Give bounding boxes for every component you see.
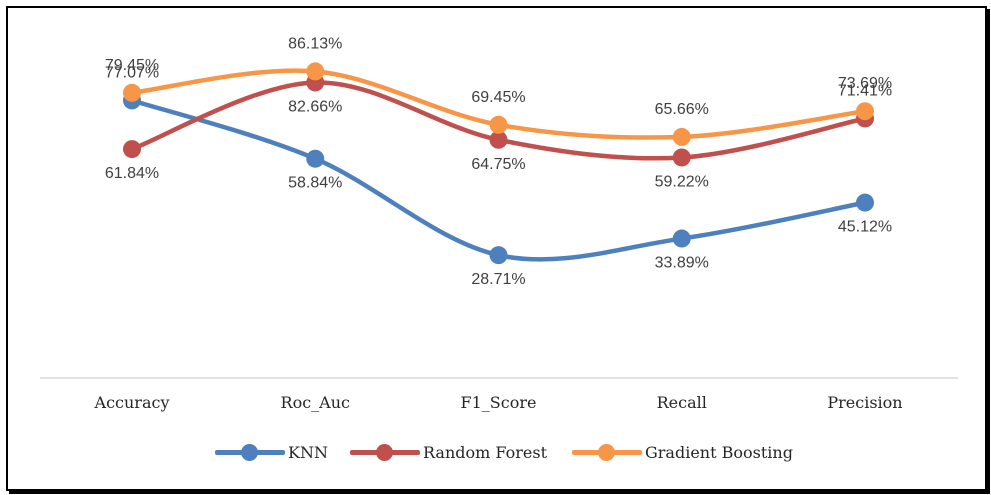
data-label-random-forest: 61.84% <box>105 165 159 182</box>
point-random-forest-accuracy <box>123 140 141 159</box>
data-label-knn: 28.71% <box>471 271 525 288</box>
legend-marker <box>376 444 393 461</box>
category-label-precision: Precision <box>827 393 902 412</box>
category-label-f1-score: F1_Score <box>461 393 537 412</box>
data-label-gradient-boosting: 86.13% <box>288 35 342 52</box>
point-gradient-boosting-f1-score <box>489 115 508 134</box>
data-label-knn: 33.89% <box>655 255 709 272</box>
point-gradient-boosting-recall <box>672 127 691 146</box>
data-label-knn: 58.84% <box>288 175 342 192</box>
legend-swatch-random-forest <box>350 435 420 469</box>
legend-label-random-forest: Random Forest <box>423 442 548 462</box>
legend-swatch-gradient-boosting <box>572 435 642 469</box>
data-labels: 77.07% 58.84% 28.71% 33.89% 45.12% 61.84% 82.6… <box>105 35 892 288</box>
legend-marker <box>598 444 615 461</box>
data-label-knn: 45.12% <box>838 219 892 236</box>
point-knn-f1-score <box>489 246 508 265</box>
category-label-recall: Recall <box>657 393 707 412</box>
point-gradient-boosting-roc-auc <box>306 62 325 81</box>
data-label-random-forest: 59.22% <box>655 173 709 190</box>
point-random-forest-f1-score <box>489 130 508 149</box>
legend-swatch-knn <box>215 435 285 469</box>
point-knn-roc-auc <box>306 149 325 168</box>
legend-item-knn: KNN <box>215 435 328 469</box>
data-label-random-forest: 64.75% <box>471 156 525 173</box>
point-knn-precision <box>856 193 874 212</box>
data-label-random-forest: 82.66% <box>288 98 342 115</box>
data-label-gradient-boosting: 73.69% <box>838 75 892 92</box>
legend-item-gradient-boosting: Gradient Boosting <box>572 435 793 469</box>
series-markers <box>123 62 874 265</box>
point-gradient-boosting-accuracy <box>123 83 141 102</box>
point-gradient-boosting-precision <box>856 102 874 121</box>
point-knn-recall <box>672 229 691 248</box>
category-label-roc-auc: Roc_Auc <box>281 393 351 412</box>
legend-item-random-forest: Random Forest <box>350 435 547 469</box>
point-random-forest-recall <box>672 148 691 167</box>
data-label-random-forest: 71.41% <box>838 82 892 99</box>
data-label-gradient-boosting: 69.45% <box>471 89 525 106</box>
legend: KNN Random Forest Gradient Boosting <box>0 435 991 469</box>
data-label-gradient-boosting: 65.66% <box>655 101 709 118</box>
legend-marker <box>241 444 258 461</box>
category-labels: Accuracy Roc_Auc F1_Score Recall Precision <box>94 393 903 412</box>
data-label-knn: 77.07% <box>105 64 159 81</box>
data-label-gradient-boosting: 79.45% <box>105 57 159 74</box>
legend-label-knn: KNN <box>288 442 328 462</box>
category-label-accuracy: Accuracy <box>94 393 170 412</box>
legend-label-gradient-boosting: Gradient Boosting <box>645 442 793 462</box>
